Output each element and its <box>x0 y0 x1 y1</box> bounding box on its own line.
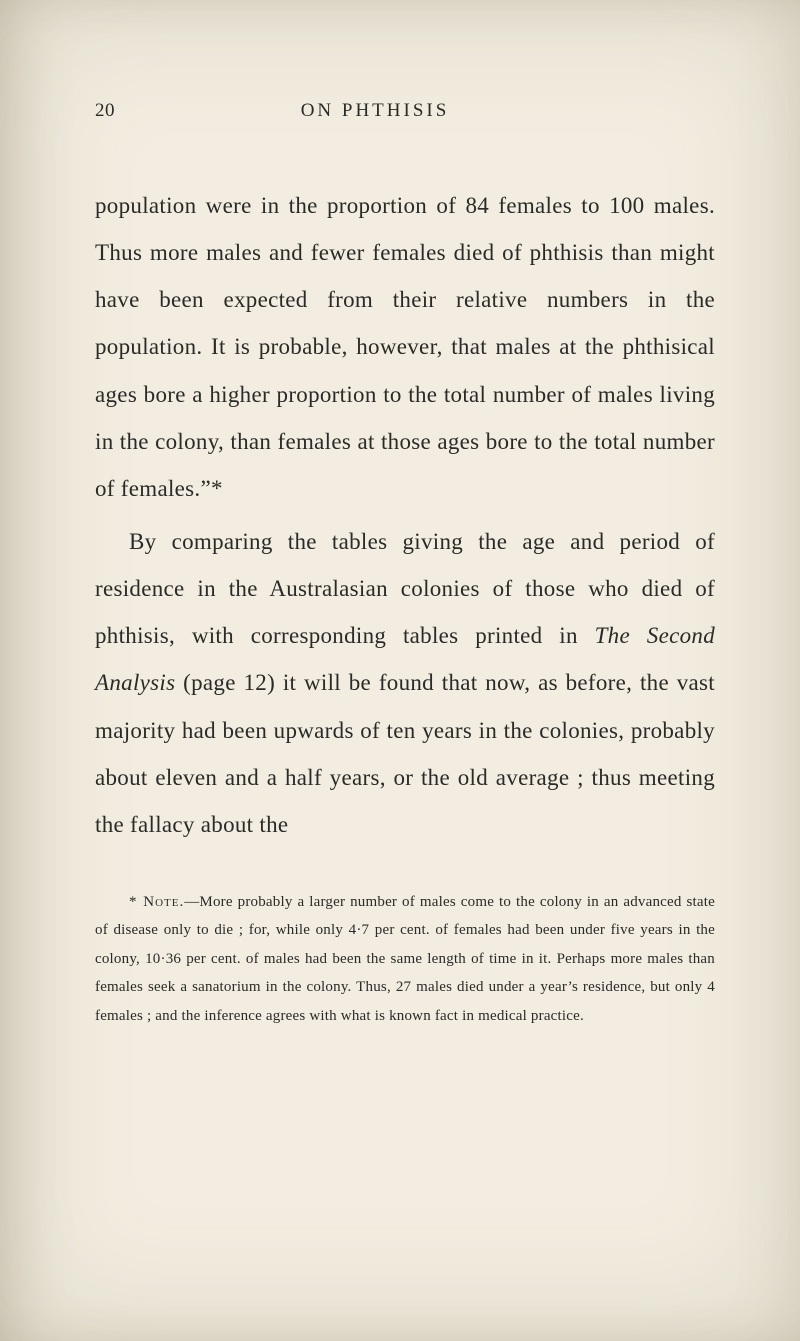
page-number: 20 <box>95 100 115 122</box>
footnote-block: * Note.—More probably a larger number of… <box>95 888 715 1031</box>
body-paragraph-2: By comparing the tables giving the age a… <box>95 518 715 848</box>
page-content: 20 ON PHTHISIS population were in the pr… <box>95 100 715 1030</box>
body-paragraph-2b: (page 12) it will be found that now, as … <box>95 670 715 836</box>
body-paragraph-1: population were in the proportion of 84 … <box>95 182 715 512</box>
footnote-text: —More probably a larger number of males … <box>95 894 715 1024</box>
page-header: 20 ON PHTHISIS <box>95 100 715 122</box>
footnote: * Note.—More probably a larger number of… <box>95 888 715 1031</box>
footnote-label: * Note. <box>129 894 184 910</box>
running-title: ON PHTHISIS <box>155 100 595 122</box>
